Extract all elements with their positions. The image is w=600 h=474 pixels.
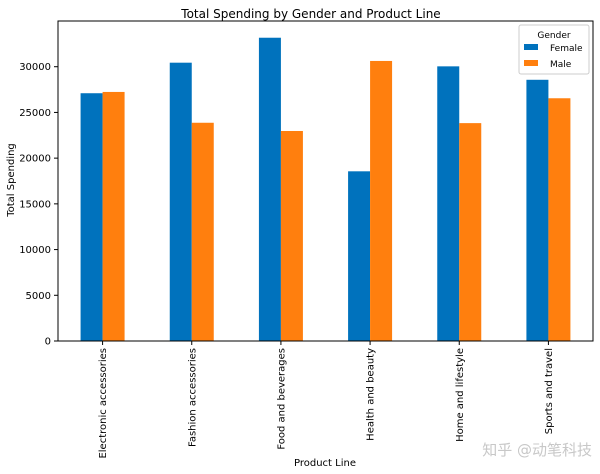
bar-female-3 [348,171,371,341]
x-tick-label: Sports and travel [544,348,555,434]
watermark-text: 知乎 @动笔科技 [482,441,592,459]
y-tick-label: 20000 [19,154,51,165]
bar-male-3 [370,60,393,341]
bar-male-5 [548,98,571,341]
chart-title: Total Spending by Gender and Product Lin… [180,7,440,21]
legend-title: Gender [537,31,570,41]
x-tick-label: Home and lifestyle [455,348,466,442]
legend: Gender Female Male [518,24,590,75]
y-tick-label: 5000 [26,291,51,302]
bar-male-0 [102,91,125,341]
y-axis-label: Total Spending [6,143,17,218]
bar-female-4 [437,66,460,341]
y-tick-label: 10000 [19,245,51,256]
bar-female-0 [80,93,103,341]
legend-swatch-male [524,60,538,66]
bar-female-1 [169,62,192,341]
x-tick-label: Food and beverages [276,348,287,450]
bar-female-2 [258,37,281,341]
legend-swatch-female [524,44,538,50]
x-tick-label: Fashion accessories [187,348,198,447]
bar-male-1 [191,122,214,341]
legend-label-male: Male [550,60,572,70]
x-axis-label: Product Line [294,458,356,469]
y-tick-label: 25000 [19,108,51,119]
bar-female-5 [526,79,549,341]
plot-frame [57,20,594,342]
legend-label-female: Female [550,44,583,54]
x-tick-label: Electronic accessories [98,348,109,459]
bar-male-2 [280,130,303,341]
y-tick-label: 0 [45,337,51,348]
x-tick-label: Health and beauty [366,348,377,441]
y-tick-label: 15000 [19,199,51,210]
y-tick-label: 30000 [19,62,51,73]
bar-male-4 [459,123,482,341]
